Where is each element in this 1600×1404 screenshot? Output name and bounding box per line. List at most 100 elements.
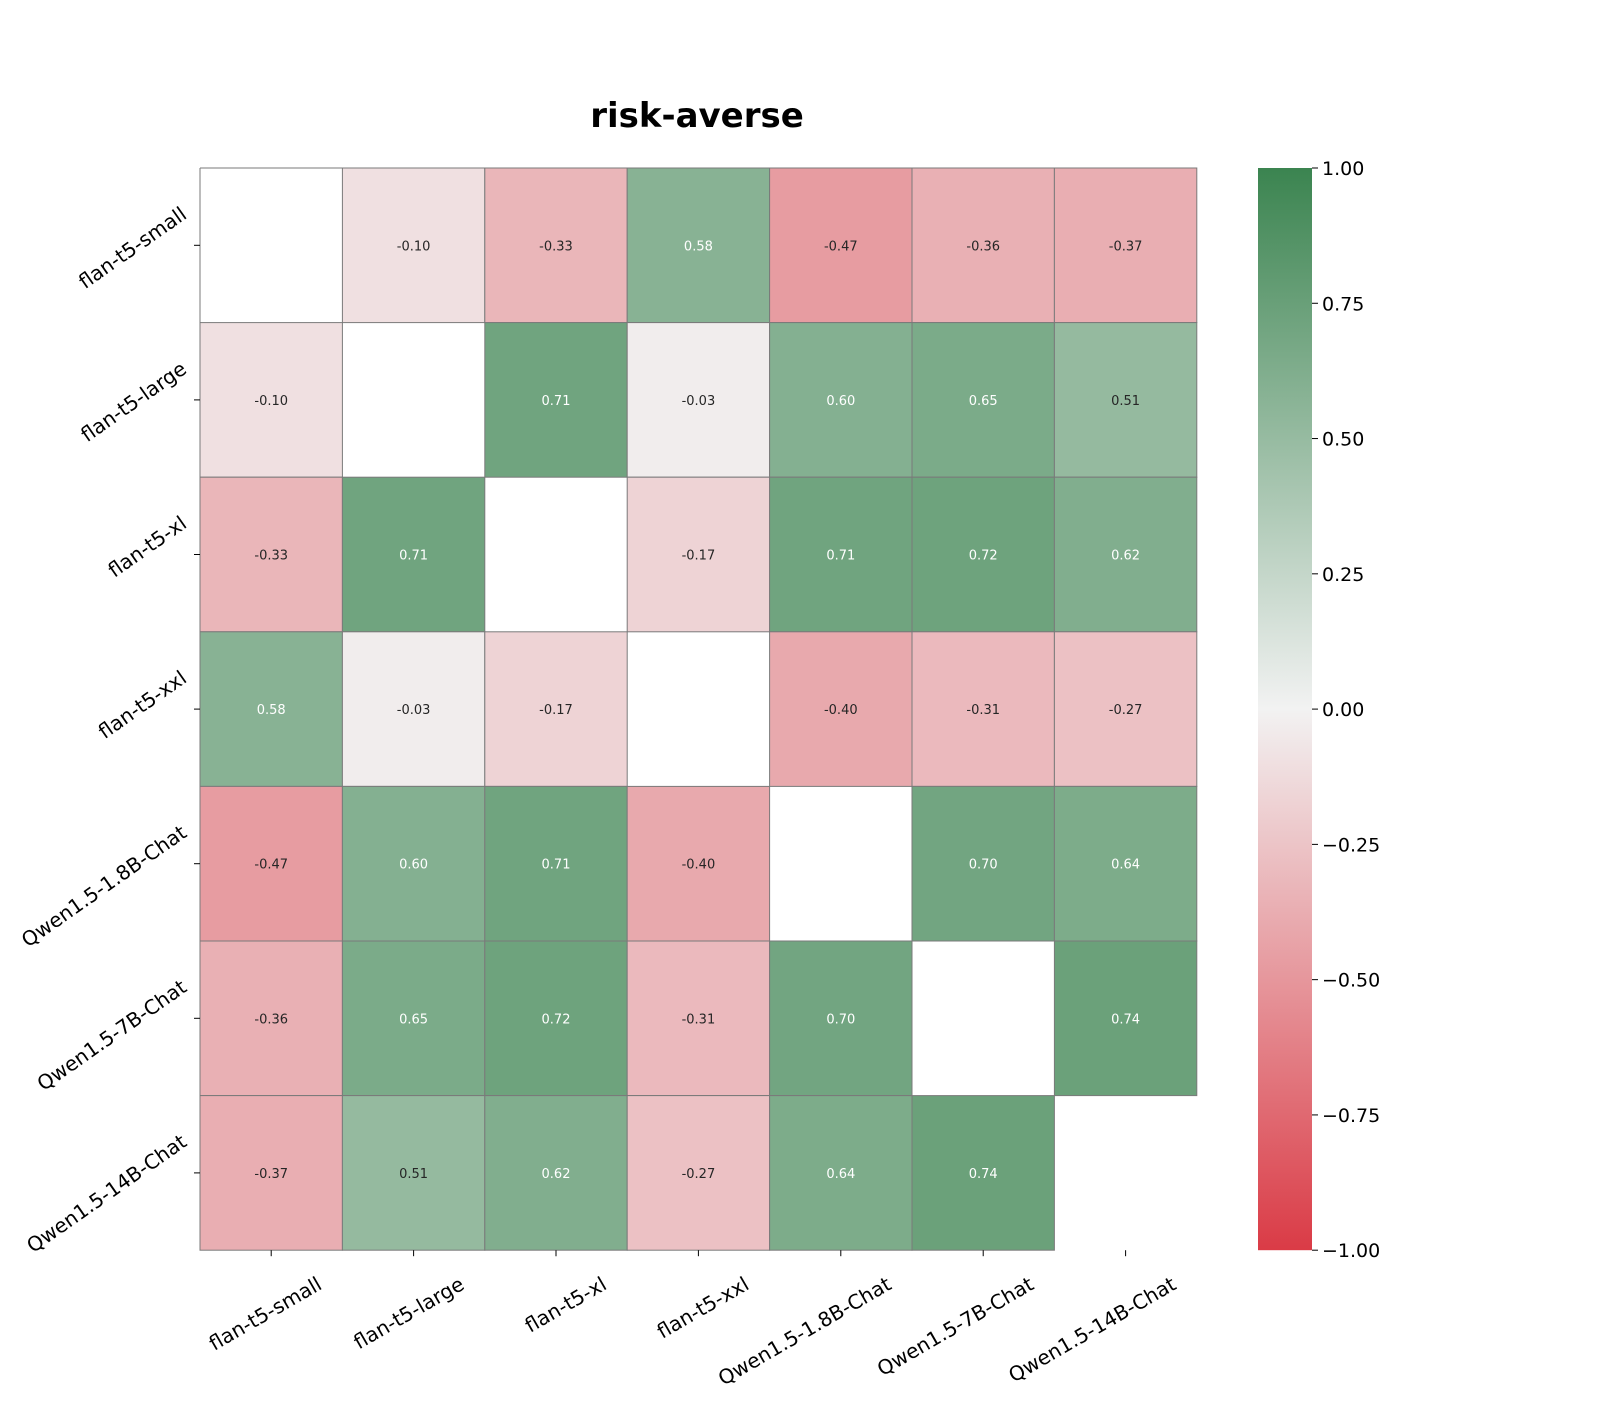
x-tick-label: flan-t5-small <box>205 1272 326 1356</box>
cell-value-label: 0.60 <box>399 858 428 873</box>
x-tick-label: flan-t5-large <box>349 1272 468 1354</box>
cell-value-label: -0.31 <box>966 703 1000 718</box>
cell-value-label: -0.47 <box>254 858 288 873</box>
heatmap-cell <box>484 631 628 787</box>
y-tick-label: flan-t5-large <box>76 356 191 446</box>
y-tick-label: Qwen1.5-14B-Chat <box>22 1129 191 1257</box>
heatmap-cell <box>341 476 486 633</box>
heatmap-cell <box>199 476 343 633</box>
heatmap-cell <box>484 785 628 942</box>
heatmap-cell <box>769 476 913 633</box>
heatmap-cell <box>484 322 628 478</box>
cell-value-label: -0.37 <box>254 1167 288 1182</box>
heatmap-cells: -0.10 -0.33 0.58 -0.47 -0.36 -0.37 -0.10 0.71 -0… <box>199 167 1198 1251</box>
cell-value-label: 0.64 <box>826 1167 855 1182</box>
cell-value-label: -0.33 <box>254 549 288 564</box>
cell-value-label: -0.36 <box>254 1012 288 1027</box>
heatmap-cell <box>1053 167 1198 324</box>
colorbar-tick-label: −0.50 <box>1322 970 1380 992</box>
colorbar-tick-label: 1.00 <box>1322 158 1364 180</box>
cell-value-label: 0.71 <box>542 394 571 409</box>
colorbar-bar <box>1258 168 1312 1251</box>
cell-value-label: 0.62 <box>1111 549 1140 564</box>
y-tick-label: Qwen1.5-1.8B-Chat <box>17 820 191 952</box>
cell-value-label: 0.64 <box>1111 858 1140 873</box>
heatmap-cell <box>626 940 771 1097</box>
x-tick-label: flan-t5-xxl <box>653 1272 753 1344</box>
cell-value-label: 0.70 <box>826 1012 855 1027</box>
cell-value-label: 0.51 <box>399 1167 428 1182</box>
cell-value-label: 0.74 <box>969 1167 998 1182</box>
x-axis: flan-t5-small flan-t5-large flan-t5-xl flan… <box>205 1250 1180 1390</box>
heatmap-cell <box>341 631 486 787</box>
cell-value-label: 0.60 <box>826 394 855 409</box>
heatmap-cell <box>769 940 913 1097</box>
heatmap-cell <box>769 631 913 787</box>
heatmap-cell <box>911 167 1055 324</box>
heatmap-cell <box>626 785 771 942</box>
heatmap-cell <box>1053 476 1198 633</box>
heatmap-cell <box>769 322 913 478</box>
cell-value-label: 0.71 <box>542 858 571 873</box>
heatmap-cell <box>911 631 1055 787</box>
y-axis: flan-t5-small flan-t5-large flan-t5-xl flan… <box>17 202 200 1258</box>
heatmap-cell <box>1053 631 1198 787</box>
cell-value-label: -0.27 <box>1109 703 1143 718</box>
colorbar-tick-label: −0.75 <box>1322 1105 1380 1127</box>
cell-value-label: 0.71 <box>399 549 428 564</box>
heatmap-cell <box>484 167 628 324</box>
y-tick-label: flan-t5-xl <box>103 511 190 582</box>
cell-value-label: -0.17 <box>682 549 716 564</box>
cell-value-label: -0.03 <box>682 394 716 409</box>
heatmap-cell <box>769 167 913 324</box>
heatmap-cell <box>199 1095 343 1251</box>
cell-value-label: 0.74 <box>1111 1012 1140 1027</box>
cell-value-label: -0.31 <box>682 1012 716 1027</box>
heatmap-cell <box>1053 940 1198 1097</box>
y-tick-label: Qwen1.5-7B-Chat <box>33 975 191 1096</box>
heatmap-cell <box>911 476 1055 633</box>
x-tick-label: flan-t5-xl <box>521 1272 611 1338</box>
colorbar-tick-label: −1.00 <box>1322 1240 1380 1262</box>
cell-value-label: 0.65 <box>969 394 998 409</box>
cell-value-label: -0.40 <box>682 858 716 873</box>
cell-value-label: 0.71 <box>826 549 855 564</box>
cell-value-label: 0.58 <box>684 239 713 254</box>
cell-value-label: 0.72 <box>969 549 998 564</box>
cell-value-label: -0.40 <box>824 703 858 718</box>
cell-value-label: 0.51 <box>1111 394 1140 409</box>
heatmap-cell <box>484 1095 628 1251</box>
heatmap-cell <box>199 322 343 478</box>
cell-value-label: -0.10 <box>254 394 288 409</box>
chart-title: risk-averse <box>590 96 804 136</box>
cell-value-label: 0.58 <box>257 703 286 718</box>
heatmap-cell <box>341 1095 486 1251</box>
heatmap-cell <box>911 1095 1055 1251</box>
colorbar-tick-label: 0.75 <box>1322 293 1364 315</box>
heatmap-cell <box>199 940 343 1097</box>
colorbar-tick-label: −0.25 <box>1322 834 1380 856</box>
cell-value-label: -0.27 <box>682 1167 716 1182</box>
heatmap-cell <box>1053 322 1198 478</box>
cell-value-label: -0.36 <box>966 239 1000 254</box>
heatmap-cell <box>199 631 343 787</box>
y-tick-label: flan-t5-xxl <box>94 666 191 744</box>
cell-value-label: -0.33 <box>539 239 573 254</box>
colorbar-tick-label: 0.50 <box>1322 429 1364 451</box>
heatmap-cell <box>626 476 771 633</box>
colorbar: 1.00 0.75 0.50 0.25 0.00 −0.25 −0.50 −0.75 −1.00 <box>1258 158 1380 1262</box>
cell-value-label: -0.37 <box>1109 239 1143 254</box>
colorbar-tick-label: 0.00 <box>1322 699 1364 721</box>
y-tick-label: flan-t5-small <box>74 202 191 294</box>
cell-value-label: 0.72 <box>542 1012 571 1027</box>
heatmap-cell <box>1053 785 1198 942</box>
heatmap-cell <box>911 785 1055 942</box>
cell-value-label: 0.65 <box>399 1012 428 1027</box>
cell-value-label: -0.47 <box>824 239 858 254</box>
heatmap-cell <box>341 167 486 324</box>
heatmap-cell <box>626 1095 771 1251</box>
cell-value-label: -0.03 <box>397 703 431 718</box>
cell-value-label: 0.62 <box>542 1167 571 1182</box>
